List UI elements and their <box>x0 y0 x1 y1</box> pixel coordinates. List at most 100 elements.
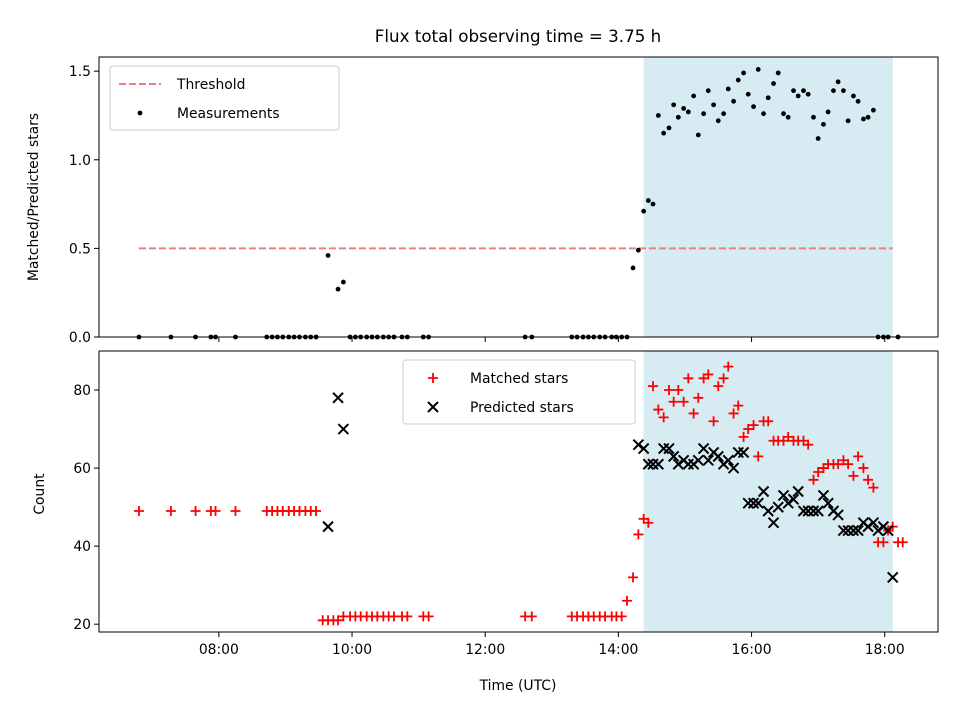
measurement-point <box>741 70 746 76</box>
matched-star-point <box>878 537 889 548</box>
measurement-point <box>821 121 826 127</box>
measurement-point <box>630 265 636 271</box>
predicted-star-point <box>337 423 350 435</box>
measurement-point <box>871 107 876 113</box>
matched-star-point <box>703 369 714 380</box>
predicted-star-point <box>862 520 874 533</box>
measurement-point <box>765 95 771 101</box>
measurement-point <box>845 118 851 124</box>
xtick-label: 12:00 <box>465 642 505 658</box>
matched-star-point <box>190 506 201 517</box>
measurement-point <box>885 334 891 340</box>
bottom-panel-count: Count 08:00 10:00 12:00 14:00 16:00 18:00 20 40… <box>32 350 939 658</box>
measurement-point <box>399 334 405 340</box>
measurement-point <box>711 102 717 108</box>
matched-star-point <box>210 506 221 517</box>
top-ytick-label: 1.0 <box>69 153 91 169</box>
measurement-point <box>675 114 681 120</box>
matched-star-point <box>616 611 627 622</box>
matched-star-point <box>808 474 819 485</box>
matched-star-point <box>753 451 764 462</box>
top-observing-span <box>643 57 893 337</box>
matched-star-point <box>693 392 704 403</box>
measurement-point <box>340 279 346 285</box>
measurement-point <box>880 334 886 340</box>
measurement-point <box>781 111 786 117</box>
predicted-star-point <box>807 505 820 517</box>
legend-entry-label: Predicted stars <box>470 400 574 416</box>
measurement-point <box>761 111 766 117</box>
matched-star-point <box>643 517 654 528</box>
predicted-star-point <box>762 505 774 517</box>
measurement-point <box>597 334 603 340</box>
legend-entry-label: Threshold <box>176 77 245 93</box>
measurement-point <box>650 201 656 207</box>
predicted-star-point <box>322 520 334 533</box>
matched-star-point <box>678 396 689 407</box>
measurement-point <box>580 334 586 340</box>
measurement-point <box>645 198 651 203</box>
matched-star-point <box>833 459 844 470</box>
matched-star-point <box>858 463 869 474</box>
measurement-point <box>805 91 811 97</box>
measurement-point <box>861 116 866 122</box>
measurement-point <box>613 334 619 340</box>
predicted-star-point <box>782 497 794 509</box>
xtick-label: 18:00 <box>865 642 905 658</box>
measurement-point <box>569 334 575 340</box>
bottom-ylabel: Count <box>32 473 48 515</box>
matched-star-point <box>663 385 674 396</box>
matched-star-point <box>402 611 413 622</box>
measurement-point <box>815 136 821 141</box>
predicted-star-point <box>872 524 884 537</box>
predicted-star-point <box>712 450 724 463</box>
bottom-ytick-label: 80 <box>73 383 91 399</box>
measurement-point <box>841 88 846 94</box>
top-axes-frame <box>98 56 939 338</box>
measurement-point <box>865 114 871 120</box>
top-ylabel: Matched/Predicted stars <box>26 113 42 281</box>
measurement-point <box>264 334 270 340</box>
measurement-point <box>386 334 392 340</box>
matched-star-point <box>633 529 644 540</box>
legend-predicted-swatch <box>427 401 439 413</box>
measurement-point <box>755 67 761 72</box>
measurement-point <box>347 334 353 340</box>
measurement-point <box>426 334 432 340</box>
predicted-star-point <box>822 497 834 509</box>
matched-star-point <box>658 412 669 423</box>
measurement-point <box>275 334 280 340</box>
measurement-point <box>313 334 319 340</box>
predicted-star-point <box>887 571 899 584</box>
matched-star-point <box>843 459 854 470</box>
matched-star-point <box>863 474 874 485</box>
measurement-point <box>213 334 218 340</box>
measurement-point <box>420 334 426 340</box>
predicted-star-point <box>692 454 704 466</box>
predicted-star-point <box>757 485 770 498</box>
measurement-point <box>641 208 647 214</box>
measurement-point <box>286 334 292 340</box>
legend-entry-label: Matched stars <box>470 371 568 387</box>
matched-star-point <box>230 506 241 517</box>
top-panel-ratio: Matched/Predicted stars 0.0 0.5 1.0 1.5 Thre… <box>26 56 939 346</box>
bottom-ytick-label: 20 <box>73 617 91 633</box>
measurement-point <box>280 334 286 340</box>
predicted-star-point <box>837 524 850 537</box>
measurement-point <box>795 93 801 99</box>
top-ytick-label: 0.0 <box>69 330 91 346</box>
matched-star-point <box>813 466 824 477</box>
measurement-point <box>745 91 751 97</box>
predicted-star-point <box>777 489 790 502</box>
predicted-star-point <box>727 462 740 474</box>
matched-star-point <box>653 404 664 415</box>
xtick-label: 16:00 <box>732 642 772 658</box>
measurement-point <box>208 334 214 340</box>
predicted-star-point <box>752 497 764 509</box>
measurement-point <box>574 334 580 340</box>
measurement-point <box>801 88 806 94</box>
measurement-point <box>835 79 841 85</box>
measurement-point <box>335 286 341 292</box>
xtick-label: 10:00 <box>332 642 372 658</box>
